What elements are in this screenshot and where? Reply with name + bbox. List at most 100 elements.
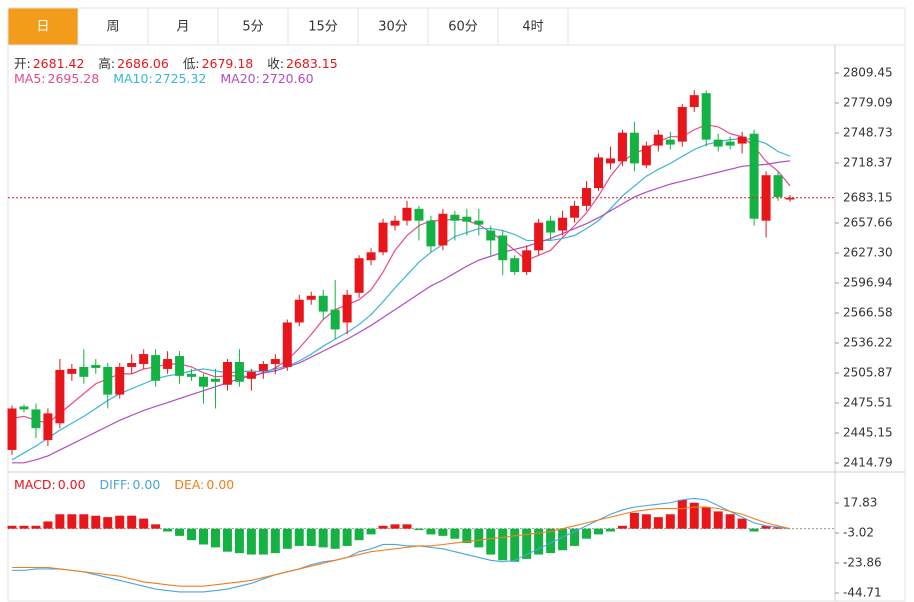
macd-bar bbox=[629, 512, 639, 529]
y-tick-label: -3.02 bbox=[843, 526, 874, 540]
ma-legend-value: 2720.60 bbox=[261, 71, 314, 86]
macd-bar bbox=[725, 514, 735, 529]
candle-body bbox=[522, 250, 532, 273]
macd-bar bbox=[641, 514, 651, 529]
tab-label[interactable]: 15分 bbox=[308, 20, 338, 35]
macd-bar bbox=[462, 528, 472, 544]
macd-bar bbox=[234, 528, 244, 554]
candle-body bbox=[474, 220, 484, 225]
y-tick-label: 2445.15 bbox=[843, 426, 893, 440]
tab-label[interactable]: 日 bbox=[36, 20, 49, 35]
candle-body bbox=[725, 141, 735, 146]
macd-bar bbox=[246, 528, 256, 555]
candle-body bbox=[570, 205, 580, 218]
ma-line bbox=[12, 160, 791, 464]
ohlc-label: 开: bbox=[14, 56, 31, 71]
candle-body bbox=[366, 252, 376, 261]
tab[interactable] bbox=[497, 7, 569, 46]
tab[interactable] bbox=[77, 7, 149, 46]
macd-line bbox=[12, 497, 791, 593]
macd-bar bbox=[163, 528, 173, 532]
tab-label[interactable]: 周 bbox=[106, 20, 119, 35]
macd-bar bbox=[187, 528, 197, 541]
candle-body bbox=[187, 373, 197, 377]
tab-label[interactable]: 30分 bbox=[378, 20, 408, 35]
ma-legend-value: 2725.32 bbox=[154, 71, 207, 86]
candle-body bbox=[270, 359, 280, 364]
candle-body bbox=[558, 217, 568, 231]
macd-line bbox=[12, 506, 791, 587]
ma-legend-name: MA20: bbox=[220, 71, 260, 86]
tab[interactable] bbox=[7, 7, 79, 46]
macd-bar bbox=[19, 525, 29, 529]
y-tick-label: 2627.30 bbox=[843, 245, 893, 259]
ohlc-label: 高: bbox=[98, 56, 116, 71]
macd-bar bbox=[318, 528, 328, 548]
y-tick-label: 2536.22 bbox=[843, 336, 893, 350]
ma-line bbox=[11, 138, 791, 461]
y-tick-label: 2414.79 bbox=[843, 456, 893, 470]
candle-body bbox=[67, 368, 77, 374]
macd-bar bbox=[199, 528, 209, 545]
macd-bar bbox=[605, 528, 615, 532]
macd-bar bbox=[378, 525, 388, 529]
macd-bar bbox=[294, 528, 304, 546]
tab[interactable] bbox=[147, 7, 219, 46]
ma-legend: MA5: 2695.28 MA10: 2725.32 MA20: 2720.60 bbox=[14, 71, 328, 86]
macd-bar bbox=[749, 528, 759, 532]
macd-legend-value: 0.00 bbox=[206, 477, 235, 492]
macd-bar bbox=[773, 527, 783, 529]
candle-body bbox=[402, 207, 412, 221]
macd-bar bbox=[558, 528, 568, 551]
tab-label[interactable]: 4时 bbox=[522, 20, 543, 35]
last-price-box bbox=[837, 189, 897, 206]
macd-bar bbox=[91, 515, 101, 529]
macd-bar bbox=[103, 517, 113, 529]
candle-body bbox=[19, 406, 29, 410]
macd-legend-value: 0.00 bbox=[132, 477, 161, 492]
y-tick-label: 2657.66 bbox=[843, 215, 893, 229]
macd-bar bbox=[390, 524, 400, 529]
candle-body bbox=[210, 378, 220, 382]
candle-body bbox=[139, 354, 149, 364]
candle-body bbox=[462, 216, 472, 222]
macd-bar bbox=[510, 528, 520, 562]
macd-bar bbox=[546, 528, 556, 554]
candle-body bbox=[258, 363, 268, 371]
macd-bar bbox=[151, 524, 161, 529]
macd-legend-name: DEA: bbox=[174, 477, 205, 492]
candle-body bbox=[354, 258, 364, 293]
macd-bar bbox=[474, 528, 484, 548]
candle-body bbox=[163, 359, 173, 369]
candle-body bbox=[318, 295, 328, 312]
y-tick-label: 2718.37 bbox=[843, 155, 893, 169]
ma-legend-name: MA10: bbox=[113, 71, 153, 86]
tab[interactable] bbox=[357, 7, 429, 46]
macd-legend: MACD: 0.00 DIFF: 0.00 DEA: 0.00 bbox=[14, 477, 248, 492]
candle-body bbox=[91, 364, 101, 368]
macd-bar bbox=[737, 518, 747, 529]
tab-label[interactable]: 5分 bbox=[242, 20, 263, 35]
macd-bar bbox=[354, 528, 364, 541]
macd-bar bbox=[306, 528, 316, 546]
macd-bar bbox=[689, 502, 699, 529]
candle-body bbox=[246, 371, 256, 379]
candle-body bbox=[486, 230, 496, 241]
candle-body bbox=[677, 107, 687, 142]
y-tick-label: 2809.45 bbox=[843, 65, 893, 79]
candle-body bbox=[43, 413, 53, 441]
candle-body bbox=[737, 136, 747, 144]
ohlc-label: 低: bbox=[182, 56, 200, 71]
candle-body bbox=[294, 299, 304, 323]
macd-bar bbox=[486, 528, 496, 555]
candle-body bbox=[414, 208, 424, 221]
macd-bar bbox=[534, 528, 544, 555]
candle-body bbox=[641, 145, 651, 166]
candle-body bbox=[701, 93, 711, 140]
tab-label[interactable]: 月 bbox=[176, 20, 189, 35]
macd-bar bbox=[426, 528, 436, 535]
candle-body bbox=[582, 188, 592, 206]
tab-label[interactable]: 60分 bbox=[448, 20, 478, 35]
